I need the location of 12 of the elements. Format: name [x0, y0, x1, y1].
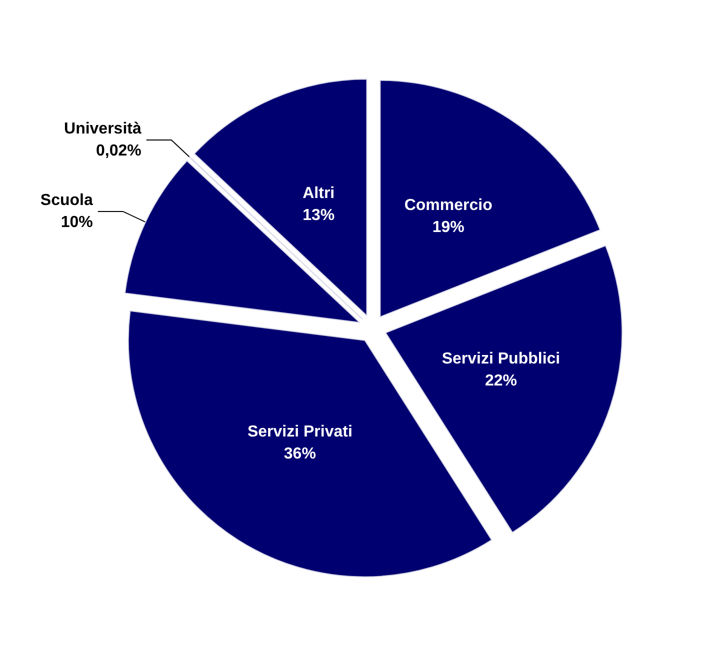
data-label: 13%: [302, 206, 335, 224]
slice-label: Commercio: [404, 197, 493, 214]
data-label: 0,02%: [96, 142, 142, 160]
slice-label: Università: [64, 120, 142, 138]
slice-label: Servizi Privati: [247, 423, 352, 440]
slice-label: Servizi Pubblici: [442, 350, 560, 368]
data-label: 19%: [432, 219, 464, 236]
slice-label: Altri: [302, 184, 335, 202]
data-label: 22%: [484, 372, 517, 390]
data-label: 36%: [284, 445, 316, 462]
slice-label: Scuola: [40, 192, 93, 209]
data-label: 10%: [60, 214, 93, 231]
